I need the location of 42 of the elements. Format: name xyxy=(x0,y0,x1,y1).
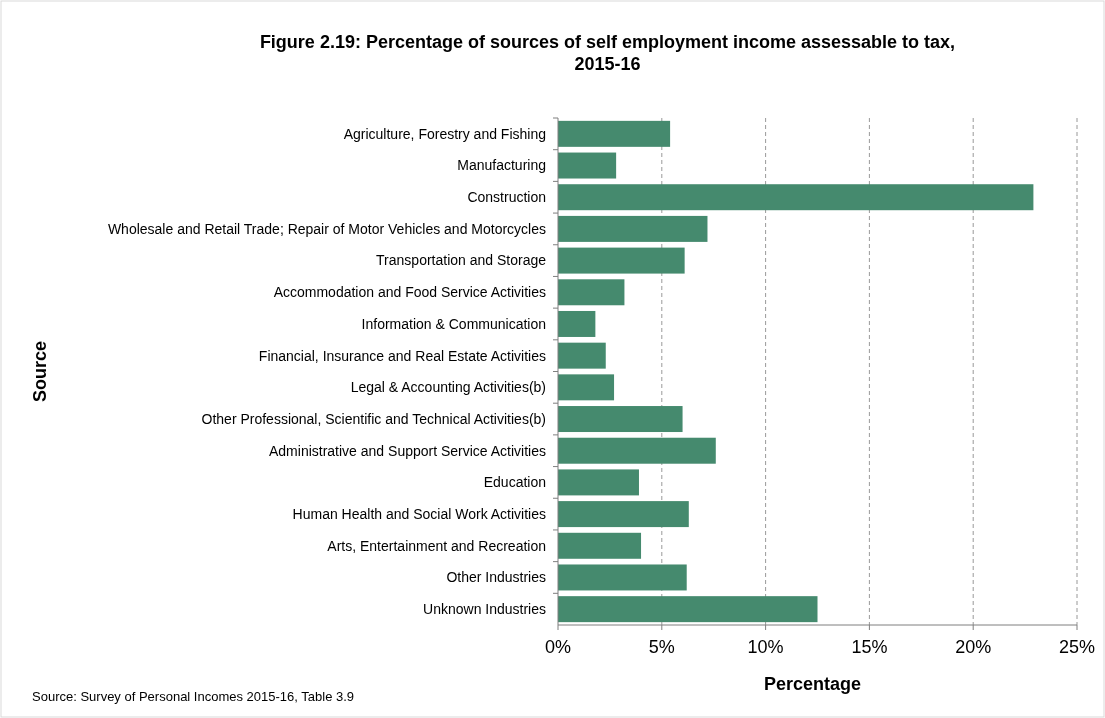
x-tick-label: 0% xyxy=(544,637,572,657)
y-tick-label: Transportation and Storage xyxy=(376,252,547,269)
y-tick-label: Other Industries xyxy=(446,569,546,586)
source-note: Source: Survey of Personal Incomes 2015-16, Table 3.9 xyxy=(32,689,355,704)
x-tick-label: 5% xyxy=(648,637,675,657)
y-tick-label: Construction xyxy=(467,189,546,206)
bar xyxy=(558,437,716,464)
y-tick-label: Financial, Insurance and Real Estate Activities xyxy=(258,347,546,364)
bar xyxy=(558,342,606,369)
chart-title: Figure 2.19: Percentage of sources of self employment income assessable to tax, 2015-16 xyxy=(259,32,956,74)
y-tick-label: Education xyxy=(483,474,546,491)
bar xyxy=(558,120,671,147)
bar xyxy=(558,501,689,528)
bar xyxy=(558,247,685,274)
x-tick-label: 15% xyxy=(851,637,888,657)
x-tick-label: 10% xyxy=(747,637,784,657)
bar xyxy=(558,310,596,337)
bar xyxy=(558,532,642,559)
y-tick-label: Legal & Accounting Activities(b) xyxy=(350,379,546,396)
bar xyxy=(558,596,818,623)
x-tick-label: 20% xyxy=(955,637,992,657)
bar xyxy=(558,184,1034,211)
y-tick-label: Agriculture, Forestry and Fishing xyxy=(343,125,546,142)
bar xyxy=(558,152,617,179)
bar xyxy=(558,469,639,496)
y-axis-title: Source xyxy=(30,340,50,403)
y-tick-label: Administrative and Support Service Activities xyxy=(268,442,546,459)
y-tick-label: Unknown Industries xyxy=(423,601,546,618)
y-tick-label: Wholesale and Retail Trade; Repair of Motor Vehicles and Motorcycles xyxy=(107,220,546,237)
y-tick-label: Accommodation and Food Service Activities xyxy=(273,284,546,301)
y-tick-label: Information & Communication xyxy=(361,315,546,332)
y-tick-label: Manufacturing xyxy=(457,157,546,174)
bar xyxy=(558,564,687,591)
y-tick-label: Other Professional, Scientific and Technical Activities(b) xyxy=(201,410,546,427)
x-tick-label: 25% xyxy=(1058,637,1096,657)
bar xyxy=(558,215,708,242)
y-tick-label: Human Health and Social Work Activities xyxy=(292,505,546,522)
bar xyxy=(558,406,683,433)
bar xyxy=(558,374,615,401)
bar xyxy=(558,279,625,306)
x-axis-title: Percentage xyxy=(763,674,862,694)
y-tick-label: Arts, Entertainment and Recreation xyxy=(327,537,546,554)
